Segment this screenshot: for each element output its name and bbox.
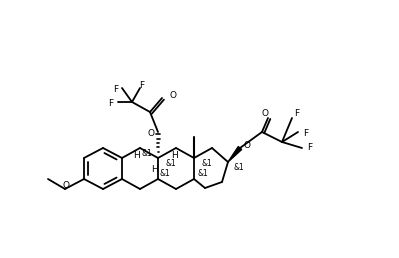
Text: F: F xyxy=(108,100,113,109)
Text: &1: &1 xyxy=(202,158,213,167)
Text: &1: &1 xyxy=(142,149,153,157)
Polygon shape xyxy=(228,147,242,162)
Text: &1: &1 xyxy=(233,163,244,172)
Text: O: O xyxy=(147,128,154,138)
Text: F: F xyxy=(113,85,118,93)
Text: &1: &1 xyxy=(197,170,208,179)
Text: &1: &1 xyxy=(166,158,177,167)
Text: H: H xyxy=(134,151,140,160)
Text: F: F xyxy=(294,109,299,117)
Text: F: F xyxy=(139,82,144,91)
Text: H: H xyxy=(152,165,158,173)
Text: O: O xyxy=(63,181,69,190)
Text: F: F xyxy=(307,143,312,152)
Text: O: O xyxy=(244,141,251,150)
Text: O: O xyxy=(170,92,177,101)
Text: &1: &1 xyxy=(160,170,171,179)
Text: O: O xyxy=(261,109,269,117)
Text: H: H xyxy=(171,151,178,160)
Text: F: F xyxy=(303,130,308,139)
